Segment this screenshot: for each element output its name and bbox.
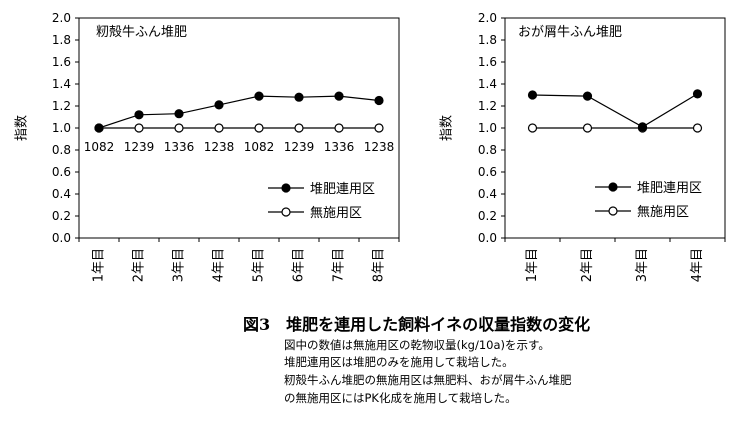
data-label: 1082: [84, 140, 115, 154]
data-point: [692, 123, 703, 133]
legend-label: 無施用区: [310, 206, 362, 221]
y-tick-label: 1.0: [478, 121, 497, 135]
data-label: 1238: [204, 140, 235, 154]
data-point: [134, 110, 144, 120]
y-tick-label: 0.4: [478, 187, 497, 201]
data-label: 1239: [284, 140, 315, 154]
legend-marker: [608, 182, 618, 192]
data-point: [527, 90, 538, 100]
x-category-label: 3年目: [172, 248, 187, 282]
data-label: 1336: [324, 140, 355, 154]
data-point: [374, 95, 384, 106]
data-point: [294, 123, 304, 133]
y-tick-label: 0.0: [478, 231, 497, 245]
y-tick-label: 0.2: [478, 209, 497, 223]
caption-note-1: 図中の数値は無施用区の乾物収量(kg/10a)を示す。: [284, 338, 550, 352]
y-axis-label: 指数: [440, 115, 455, 141]
y-tick-label: 1.8: [478, 33, 497, 47]
data-label: 1336: [164, 140, 195, 154]
chart-rice-husk-manure: 0.0 0.2 0.4 0.6 0.8 1.0 1.2 1.4 1.6 1.8 2.0 1年目 2年目 3…: [15, 11, 400, 282]
caption-note-2: 堆肥連用区は堆肥のみを施用して栽培した。: [284, 355, 514, 369]
data-point: [334, 123, 344, 133]
chart-title: おが屑牛ふん堆肥: [518, 25, 622, 40]
y-tick-label: 0.8: [478, 143, 497, 157]
y-axis-label: 指数: [15, 115, 30, 141]
series-line: [98, 95, 380, 129]
x-category-label: 1年目: [525, 248, 540, 282]
x-category-label: 6年目: [292, 248, 307, 282]
x-category-label: 2年目: [132, 248, 147, 282]
y-tick-label: 0.4: [52, 187, 71, 201]
y-tick-label: 1.8: [52, 33, 71, 47]
caption-note-4: の無施用区にはPK化成を施用して栽培した。: [284, 391, 517, 405]
y-tick-label: 0.6: [52, 165, 71, 179]
x-category-label: 3年目: [635, 248, 650, 282]
y-tick-label: 1.2: [52, 99, 71, 113]
y-tick-label: 2.0: [52, 11, 71, 25]
data-point: [637, 122, 648, 132]
y-tick-label: 0.2: [52, 209, 71, 223]
data-point: [692, 89, 703, 99]
y-tick-label: 1.0: [52, 121, 71, 135]
x-category-label: 1年目: [92, 248, 107, 282]
data-point: [254, 123, 264, 133]
x-category-label: 4年目: [212, 248, 227, 282]
data-point: [214, 100, 224, 110]
x-category-label: 8年目: [372, 248, 387, 282]
data-label: 1082: [244, 140, 275, 154]
x-category-label: 4年目: [690, 248, 705, 282]
data-point: [374, 123, 384, 133]
data-point: [334, 91, 344, 101]
series-line: [532, 93, 698, 128]
x-category-label: 2年目: [580, 248, 595, 282]
data-point: [214, 123, 224, 133]
data-label: 1239: [124, 140, 155, 154]
y-tick-label: 1.6: [52, 55, 71, 69]
legend-marker: [608, 206, 618, 216]
legend-label: 堆肥連用区: [310, 182, 375, 197]
data-label: 1238: [364, 140, 395, 154]
y-tick-label: 0.0: [52, 231, 71, 245]
data-point: [294, 92, 304, 102]
data-point: [174, 109, 184, 119]
figure-title: 図3 堆肥を連用した飼料イネの収量指数の変化: [243, 315, 591, 334]
y-tick-label: 1.4: [52, 77, 71, 91]
data-point: [527, 123, 538, 133]
y-tick-label: 1.6: [478, 55, 497, 69]
data-point: [174, 123, 184, 133]
legend-label: 無施用区: [637, 205, 689, 220]
y-tick-label: 1.4: [478, 77, 497, 91]
x-category-label: 7年目: [332, 248, 347, 282]
y-tick-label: 2.0: [478, 11, 497, 25]
legend-label: 堆肥連用区: [637, 181, 702, 196]
legend-marker: [281, 207, 291, 217]
legend-marker: [281, 183, 291, 193]
data-point: [134, 123, 144, 133]
y-tick-label: 1.2: [478, 99, 497, 113]
data-point: [582, 123, 593, 133]
chart-title: 籾殻牛ふん堆肥: [96, 25, 187, 40]
chart-sawdust-manure: 0.0 0.2 0.4 0.6 0.8 1.0 1.2 1.4 1.6 1.8 2.0 1年目 2年目 3…: [440, 11, 726, 282]
y-tick-label: 0.6: [478, 165, 497, 179]
data-point: [94, 123, 104, 133]
data-point: [254, 91, 264, 101]
y-tick-label: 0.8: [52, 143, 71, 157]
data-point: [582, 91, 593, 101]
caption-note-3: 籾殻牛ふん堆肥の無施用区は無肥料、おが屑牛ふん堆肥: [284, 373, 572, 387]
x-category-label: 5年目: [252, 248, 267, 282]
